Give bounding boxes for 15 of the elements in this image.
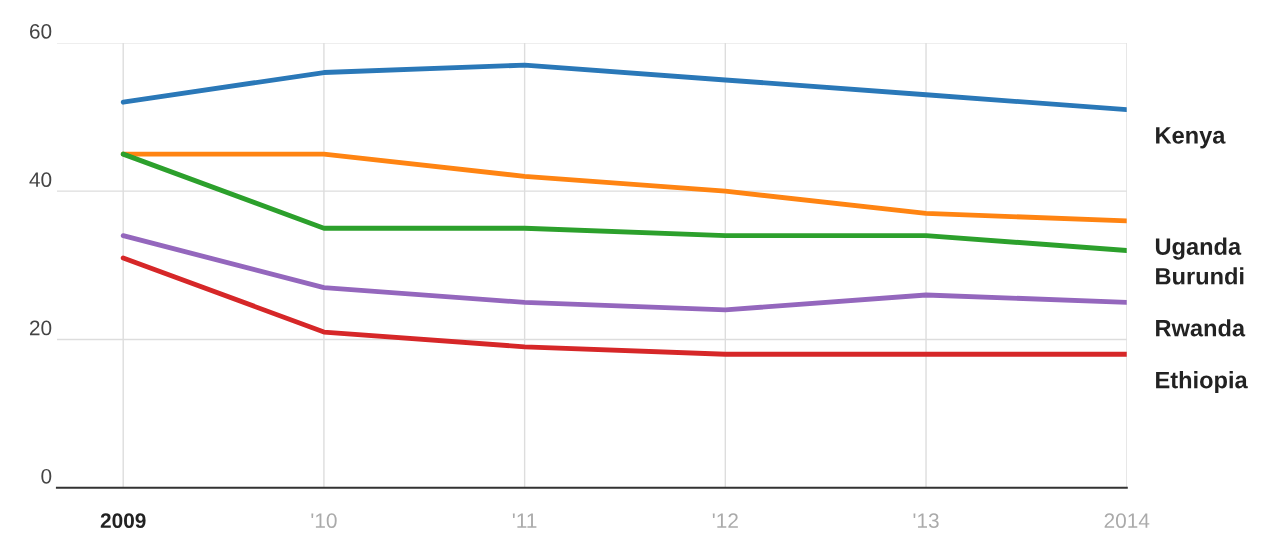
y-tick-label: 40: [29, 172, 52, 188]
series-label: Kenya: [1156, 127, 1226, 149]
y-tick-label: 60: [30, 24, 52, 39]
series-label: Uganda: [1155, 237, 1242, 260]
x-tick-label: 2009: [100, 513, 146, 529]
y-tick-label: 0: [41, 468, 52, 484]
x-tick-label: 2014: [1104, 513, 1150, 529]
x-tick-label: '11: [512, 513, 537, 528]
x-tick-label: '13: [913, 513, 939, 529]
series-label: Ethiopia: [1156, 371, 1248, 394]
x-tick-label: '10: [311, 513, 337, 529]
series-label: Burundi: [1156, 267, 1244, 285]
y-tick-label: 20: [29, 320, 52, 336]
series-label: Rwanda: [1156, 319, 1246, 337]
x-tick-label: '12: [712, 513, 738, 528]
